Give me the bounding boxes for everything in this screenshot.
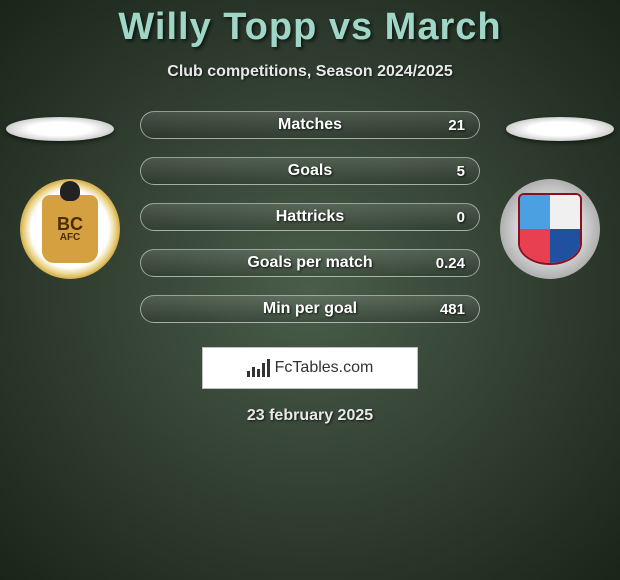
subtitle: Club competitions, Season 2024/2025 [0,63,620,81]
brand-box: FcTables.com [202,347,418,389]
crest-quad-3 [520,229,550,263]
stat-label: Hattricks [276,208,344,226]
crest-quad-1 [520,195,550,229]
player-shadow-left [6,117,114,141]
content-area: BC AFC Matches 21 Goals 5 Hattricks 0 Go… [0,111,620,425]
stat-value: 0 [457,209,465,226]
stat-label: Matches [278,116,342,134]
stat-label: Goals [288,162,332,180]
stat-row: Min per goal 481 [140,295,480,323]
stat-value: 21 [448,117,465,134]
club-crest-left: BC AFC [42,195,98,263]
page-title: Willy Topp vs March [0,0,620,49]
stat-label: Goals per match [247,254,372,272]
stat-row: Matches 21 [140,111,480,139]
club-crest-right [518,193,582,265]
brand-text: FcTables.com [275,359,374,377]
crest-text-bottom: AFC [60,233,81,243]
stat-row: Goals per match 0.24 [140,249,480,277]
stat-row: Goals 5 [140,157,480,185]
stat-label: Min per goal [263,300,357,318]
chart-icon [247,359,269,377]
stat-row: Hattricks 0 [140,203,480,231]
stat-value: 0.24 [436,255,465,272]
stat-bars: Matches 21 Goals 5 Hattricks 0 Goals per… [140,111,480,323]
crest-quad-4 [550,229,580,263]
club-badge-right [500,179,600,279]
crest-text-top: BC [57,215,83,233]
date-text: 23 february 2025 [0,407,620,425]
crest-quad-2 [550,195,580,229]
stat-value: 481 [440,301,465,318]
player-shadow-right [506,117,614,141]
stat-value: 5 [457,163,465,180]
club-badge-left: BC AFC [20,179,120,279]
